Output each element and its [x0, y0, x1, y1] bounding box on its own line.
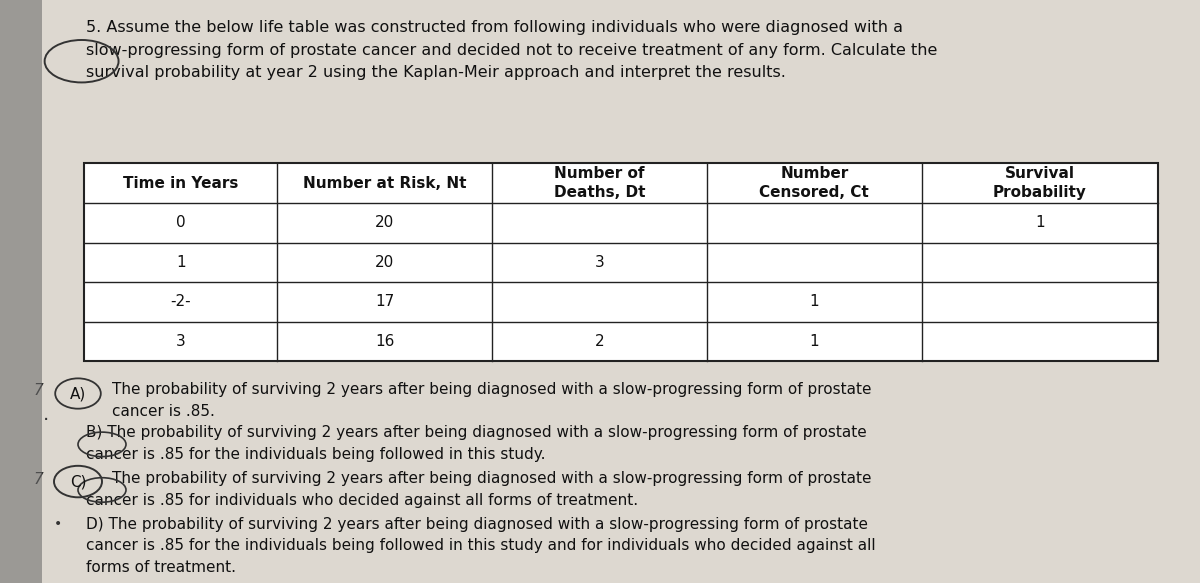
Text: 20: 20 [376, 215, 395, 230]
Text: 1: 1 [176, 255, 186, 270]
Text: B) The probability of surviving 2 years after being diagnosed with a slow-progre: B) The probability of surviving 2 years … [86, 426, 868, 441]
Text: Number at Risk, Nt: Number at Risk, Nt [302, 175, 467, 191]
Text: cancer is .85.: cancer is .85. [112, 403, 215, 419]
Text: Number of
Deaths, Dt: Number of Deaths, Dt [553, 166, 646, 200]
Text: survival probability at year 2 using the Kaplan-Meir approach and interpret the : survival probability at year 2 using the… [86, 65, 786, 80]
Text: 7: 7 [34, 472, 43, 487]
Text: 3: 3 [175, 334, 186, 349]
Text: Time in Years: Time in Years [122, 175, 239, 191]
Text: The probability of surviving 2 years after being diagnosed with a slow-progressi: The probability of surviving 2 years aft… [112, 382, 871, 397]
Text: C): C) [70, 474, 86, 489]
Text: 0: 0 [176, 215, 186, 230]
Text: A): A) [70, 386, 86, 401]
Text: 5. Assume the below life table was constructed from following individuals who we: 5. Assume the below life table was const… [86, 20, 904, 36]
Text: 16: 16 [376, 334, 395, 349]
Text: cancer is .85 for individuals who decided against all forms of treatment.: cancer is .85 for individuals who decide… [86, 493, 638, 508]
Text: 3: 3 [595, 255, 605, 270]
Bar [84, 163, 1158, 361]
Text: 2: 2 [595, 334, 605, 349]
Text: forms of treatment.: forms of treatment. [86, 560, 236, 575]
Text: slow-progressing form of prostate cancer and decided not to receive treatment of: slow-progressing form of prostate cancer… [86, 43, 937, 58]
Text: 17: 17 [376, 294, 395, 310]
Text: .: . [42, 405, 49, 424]
Text: •: • [54, 517, 61, 531]
Text: Number
Censored, Ct: Number Censored, Ct [760, 166, 869, 200]
Text: cancer is .85 for the individuals being followed in this study and for individua: cancer is .85 for the individuals being … [86, 539, 876, 553]
Text: -2-: -2- [170, 294, 191, 310]
Text: 20: 20 [376, 255, 395, 270]
Text: The probability of surviving 2 years after being diagnosed with a slow-progressi: The probability of surviving 2 years aft… [112, 471, 871, 486]
Text: cancer is .85 for the individuals being followed in this study.: cancer is .85 for the individuals being … [86, 447, 546, 462]
Text: 1: 1 [1036, 215, 1045, 230]
Bar [0, 0, 42, 583]
Text: 1: 1 [810, 334, 820, 349]
Text: 7: 7 [34, 383, 43, 398]
Text: Survival
Probability: Survival Probability [992, 166, 1087, 200]
Text: D) The probability of surviving 2 years after being diagnosed with a slow-progre: D) The probability of surviving 2 years … [86, 517, 869, 532]
Text: 1: 1 [810, 294, 820, 310]
